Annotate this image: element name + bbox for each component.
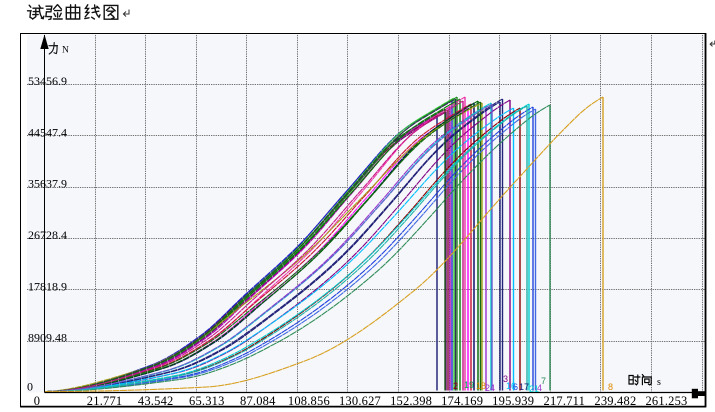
svg-text:174.169: 174.169 <box>441 394 483 408</box>
svg-text:7: 7 <box>541 376 546 386</box>
svg-text:16: 16 <box>506 381 516 391</box>
svg-text:3: 3 <box>503 374 508 384</box>
svg-text:24: 24 <box>485 383 495 393</box>
svg-text:8: 8 <box>608 382 613 392</box>
svg-text:N: N <box>62 46 69 56</box>
svg-text:195.939: 195.939 <box>492 394 534 408</box>
svg-text:44547.4: 44547.4 <box>28 125 67 139</box>
svg-text:65.313: 65.313 <box>189 394 225 408</box>
svg-text:217.711: 217.711 <box>544 394 586 408</box>
svg-text:17: 17 <box>519 382 529 392</box>
svg-text:152.398: 152.398 <box>390 394 432 408</box>
svg-text:239.482: 239.482 <box>594 394 636 408</box>
svg-text:261.253: 261.253 <box>645 394 687 408</box>
svg-text:4: 4 <box>537 383 542 393</box>
svg-text:108.856: 108.856 <box>288 394 330 408</box>
svg-text:s: s <box>657 377 661 388</box>
svg-text:8909.48: 8909.48 <box>28 331 67 345</box>
svg-text:18: 18 <box>476 381 486 391</box>
svg-text:87.084: 87.084 <box>240 394 276 408</box>
svg-text:21: 21 <box>529 384 539 394</box>
svg-text:26728.4: 26728.4 <box>28 228 67 242</box>
svg-text:19: 19 <box>464 380 474 390</box>
svg-text:2: 2 <box>453 381 458 391</box>
svg-text:21.771: 21.771 <box>87 394 123 408</box>
svg-text:0: 0 <box>34 394 40 408</box>
svg-text:53456.9: 53456.9 <box>28 74 67 88</box>
svg-text:35637.9: 35637.9 <box>28 177 67 191</box>
svg-text:43.542: 43.542 <box>138 394 174 408</box>
svg-text:130.627: 130.627 <box>339 394 381 408</box>
svg-text:17818.9: 17818.9 <box>28 279 67 293</box>
svg-text:6: 6 <box>513 382 518 392</box>
svg-text:0: 0 <box>27 380 33 394</box>
